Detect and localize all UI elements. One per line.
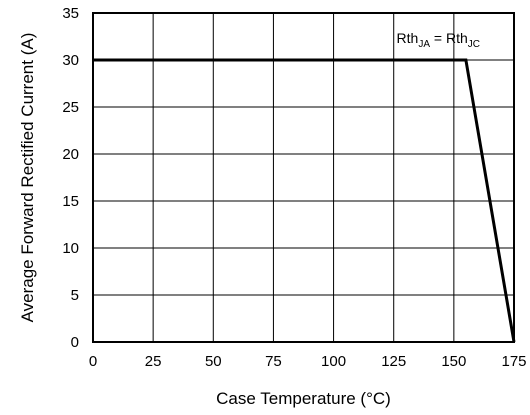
x-tick-label: 25 [145,353,162,370]
y-tick-label: 20 [62,146,79,163]
y-tick-labels: 0 5 10 15 20 25 30 35 [62,5,79,351]
thermal-resistance-annotation: RthJA = RthJC [397,30,480,50]
y-tick-label: 35 [62,5,79,22]
plot-frame [92,12,515,343]
x-tick-labels: 0 25 50 75 100 125 150 175 [89,353,527,370]
derating-curve [93,58,516,343]
x-tick-label: 50 [205,353,222,370]
grid-lines [93,13,514,342]
y-tick-label: 0 [71,334,79,351]
x-tick-label: 75 [265,353,282,370]
y-tick-label: 15 [62,193,79,210]
series-layer [93,58,516,343]
x-tick-label: 125 [381,353,406,370]
annotation-base-1: Rth [397,30,419,46]
y-tick-label: 10 [62,240,79,257]
x-tick-label: 0 [89,353,97,370]
y-axis-title: Average Forward Rectified Current (A) [18,33,37,323]
y-tick-label: 5 [71,287,79,304]
y-tick-label: 25 [62,99,79,116]
annotation-base-2: Rth [446,30,468,46]
y-tick-label: 30 [62,52,79,69]
annotation-equals: = [430,30,446,46]
x-tick-label: 100 [321,353,346,370]
x-axis-title: Case Temperature (°C) [216,389,391,408]
x-tick-label: 150 [441,353,466,370]
annotation-sub-2: JC [468,39,480,50]
annotation-sub-1: JA [418,39,430,50]
x-tick-label: 175 [501,353,526,370]
